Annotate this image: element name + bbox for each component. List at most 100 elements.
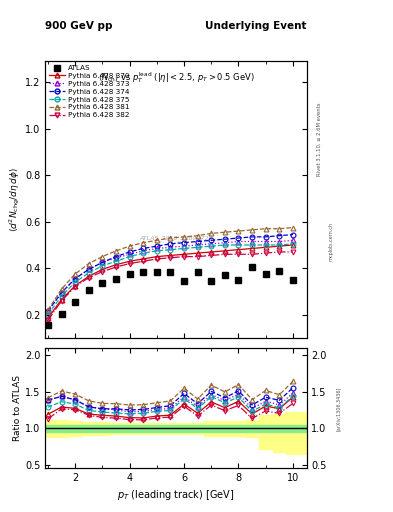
- Pythia 6.428 382: [290, 249, 295, 255]
- Pythia 6.428 373: [209, 241, 214, 247]
- Pythia 6.428 382: [46, 317, 50, 324]
- Pythia 6.428 375: [168, 247, 173, 253]
- Pythia 6.428 374: [73, 275, 77, 282]
- Pythia 6.428 374: [263, 234, 268, 240]
- ATLAS: [46, 322, 50, 328]
- Pythia 6.428 381: [141, 240, 145, 246]
- Pythia 6.428 370: [195, 250, 200, 256]
- Pythia 6.428 375: [182, 245, 186, 251]
- Pythia 6.428 375: [154, 248, 159, 254]
- Pythia 6.428 382: [250, 251, 254, 258]
- Pythia 6.428 381: [168, 235, 173, 241]
- Pythia 6.428 374: [114, 253, 118, 260]
- Pythia 6.428 373: [141, 248, 145, 254]
- Pythia 6.428 373: [236, 239, 241, 245]
- Pythia 6.428 375: [250, 242, 254, 248]
- Line: Pythia 6.428 374: Pythia 6.428 374: [46, 232, 296, 314]
- Pythia 6.428 370: [236, 247, 241, 253]
- Pythia 6.428 375: [277, 242, 282, 248]
- Pythia 6.428 373: [100, 260, 105, 266]
- Pythia 6.428 381: [195, 232, 200, 239]
- Pythia 6.428 381: [127, 243, 132, 249]
- Text: [arXiv:1306.3436]: [arXiv:1306.3436]: [336, 386, 341, 431]
- Pythia 6.428 381: [100, 253, 105, 260]
- Pythia 6.428 373: [46, 308, 50, 314]
- Pythia 6.428 370: [59, 296, 64, 303]
- Pythia 6.428 381: [154, 237, 159, 243]
- Pythia 6.428 373: [73, 275, 77, 282]
- Pythia 6.428 373: [86, 266, 91, 272]
- ATLAS: [114, 275, 118, 282]
- Pythia 6.428 370: [209, 249, 214, 255]
- ATLAS: [222, 272, 227, 278]
- Pythia 6.428 374: [236, 235, 241, 241]
- Pythia 6.428 375: [100, 263, 105, 269]
- ATLAS: [154, 269, 159, 275]
- Pythia 6.428 382: [195, 253, 200, 260]
- Pythia 6.428 370: [168, 252, 173, 259]
- ATLAS: [127, 271, 132, 277]
- Text: mcplots.cern.ch: mcplots.cern.ch: [328, 222, 333, 261]
- Pythia 6.428 382: [209, 252, 214, 259]
- Pythia 6.428 382: [277, 249, 282, 255]
- Pythia 6.428 375: [209, 243, 214, 249]
- Pythia 6.428 370: [290, 242, 295, 248]
- Pythia 6.428 382: [141, 258, 145, 264]
- Pythia 6.428 370: [114, 262, 118, 268]
- Pythia 6.428 382: [222, 251, 227, 258]
- Pythia 6.428 375: [263, 242, 268, 248]
- Pythia 6.428 375: [222, 242, 227, 248]
- Pythia 6.428 370: [73, 283, 77, 289]
- Pythia 6.428 370: [263, 244, 268, 250]
- Pythia 6.428 370: [141, 256, 145, 262]
- Pythia 6.428 373: [59, 290, 64, 296]
- Pythia 6.428 374: [168, 241, 173, 247]
- Pythia 6.428 370: [46, 315, 50, 321]
- Line: Pythia 6.428 381: Pythia 6.428 381: [46, 225, 296, 312]
- Pythia 6.428 374: [182, 240, 186, 246]
- Pythia 6.428 370: [250, 245, 254, 251]
- Pythia 6.428 381: [59, 286, 64, 292]
- Pythia 6.428 381: [86, 261, 91, 267]
- Pythia 6.428 375: [46, 312, 50, 318]
- Text: 900 GeV pp: 900 GeV pp: [45, 20, 113, 31]
- Pythia 6.428 373: [277, 239, 282, 245]
- Text: ATLAS_2010_S8894728: ATLAS_2010_S8894728: [139, 236, 213, 241]
- Pythia 6.428 374: [277, 232, 282, 239]
- Pythia 6.428 370: [182, 251, 186, 258]
- Pythia 6.428 375: [86, 270, 91, 276]
- Pythia 6.428 382: [154, 256, 159, 262]
- Pythia 6.428 373: [154, 245, 159, 251]
- Line: Pythia 6.428 373: Pythia 6.428 373: [46, 238, 296, 314]
- Pythia 6.428 375: [290, 241, 295, 247]
- Pythia 6.428 381: [250, 227, 254, 233]
- Pythia 6.428 381: [277, 226, 282, 232]
- Pythia 6.428 374: [59, 290, 64, 296]
- Pythia 6.428 381: [46, 307, 50, 313]
- ATLAS: [86, 287, 91, 293]
- Pythia 6.428 374: [222, 236, 227, 242]
- Pythia 6.428 382: [182, 253, 186, 260]
- ATLAS: [195, 269, 200, 275]
- Pythia 6.428 382: [59, 297, 64, 304]
- ATLAS: [73, 299, 77, 305]
- Pythia 6.428 375: [236, 242, 241, 248]
- Text: Rivet 3.1.10, ≥ 2.6M events: Rivet 3.1.10, ≥ 2.6M events: [316, 102, 321, 176]
- Pythia 6.428 374: [46, 308, 50, 314]
- ATLAS: [277, 267, 282, 273]
- Pythia 6.428 381: [222, 229, 227, 236]
- Pythia 6.428 373: [263, 239, 268, 245]
- Pythia 6.428 382: [168, 254, 173, 261]
- Text: Underlying Event: Underlying Event: [205, 20, 307, 31]
- Pythia 6.428 375: [73, 279, 77, 285]
- ATLAS: [209, 278, 214, 284]
- ATLAS: [236, 277, 241, 283]
- Pythia 6.428 374: [100, 260, 105, 266]
- Pythia 6.428 370: [154, 253, 159, 260]
- Pythia 6.428 381: [114, 248, 118, 254]
- X-axis label: $p_T$ (leading track) [GeV]: $p_T$ (leading track) [GeV]: [117, 487, 235, 502]
- Pythia 6.428 381: [263, 226, 268, 232]
- Pythia 6.428 373: [250, 239, 254, 245]
- ATLAS: [250, 264, 254, 270]
- Pythia 6.428 375: [114, 258, 118, 264]
